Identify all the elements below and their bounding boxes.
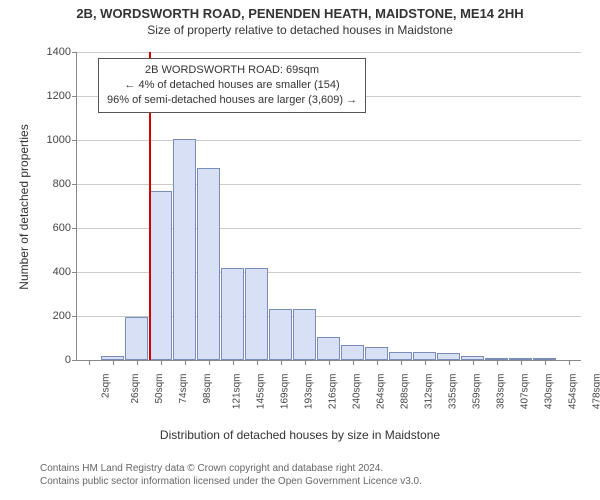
- page-title: 2B, WORDSWORTH ROAD, PENENDEN HEATH, MAI…: [0, 0, 600, 21]
- x-tick-label: 454sqm: [568, 374, 579, 410]
- x-tick: [353, 360, 354, 365]
- x-tick: [281, 360, 282, 365]
- histogram-bar: [245, 268, 268, 360]
- histogram-bar: [173, 139, 196, 360]
- x-axis-title: Distribution of detached houses by size …: [0, 428, 600, 442]
- x-tick: [497, 360, 498, 365]
- y-tick-label: 0: [65, 354, 77, 366]
- histogram-bar: [149, 191, 172, 360]
- chart-container: 2B, WORDSWORTH ROAD, PENENDEN HEATH, MAI…: [0, 0, 600, 500]
- y-tick-label: 1400: [47, 46, 77, 58]
- x-tick-label: 430sqm: [544, 374, 555, 410]
- x-tick-label: 50sqm: [154, 374, 165, 404]
- y-tick-label: 1000: [47, 134, 77, 146]
- x-tick-label: 169sqm: [280, 374, 291, 410]
- histogram-bar: [197, 168, 220, 361]
- x-tick-label: 121sqm: [232, 374, 243, 410]
- histogram-bar: [341, 345, 364, 360]
- x-tick: [329, 360, 330, 365]
- gridline: [77, 184, 581, 185]
- histogram-bar: [413, 352, 436, 360]
- x-tick-label: 26sqm: [130, 374, 141, 404]
- x-tick: [137, 360, 138, 365]
- x-tick: [377, 360, 378, 365]
- y-tick-label: 200: [53, 310, 77, 322]
- x-tick-label: 2sqm: [100, 374, 111, 398]
- x-tick-label: 478sqm: [592, 374, 600, 410]
- x-tick-label: 264sqm: [376, 374, 387, 410]
- x-tick-label: 383sqm: [496, 374, 507, 410]
- x-tick: [569, 360, 570, 365]
- histogram-bar: [389, 352, 412, 360]
- x-tick-label: 240sqm: [352, 374, 363, 410]
- x-tick-label: 359sqm: [472, 374, 483, 410]
- x-tick: [161, 360, 162, 365]
- x-tick-label: 288sqm: [400, 374, 411, 410]
- y-tick-label: 1200: [47, 90, 77, 102]
- footer-line-1: Contains HM Land Registry data © Crown c…: [40, 462, 422, 475]
- x-tick-label: 335sqm: [448, 374, 459, 410]
- x-tick: [233, 360, 234, 365]
- x-tick: [425, 360, 426, 365]
- x-tick-label: 145sqm: [256, 374, 267, 410]
- histogram-bar: [437, 353, 460, 360]
- gridline: [77, 140, 581, 141]
- x-tick: [113, 360, 114, 365]
- histogram-bar: [125, 317, 148, 360]
- histogram-bar: [221, 268, 244, 360]
- y-axis-title: Number of detached properties: [17, 107, 31, 307]
- annotation-line-3: 96% of semi-detached houses are larger (…: [107, 93, 357, 108]
- y-tick-label: 600: [53, 222, 77, 234]
- y-tick-label: 400: [53, 266, 77, 278]
- histogram-bar: [293, 309, 316, 360]
- chart-subtitle: Size of property relative to detached ho…: [0, 21, 600, 37]
- x-tick: [185, 360, 186, 365]
- y-tick-label: 800: [53, 178, 77, 190]
- x-tick: [401, 360, 402, 365]
- x-tick-label: 193sqm: [304, 374, 315, 410]
- x-tick-label: 312sqm: [424, 374, 435, 410]
- x-tick-label: 216sqm: [328, 374, 339, 410]
- annotation-line-2: ← 4% of detached houses are smaller (154…: [107, 78, 357, 93]
- x-tick-label: 74sqm: [178, 374, 189, 404]
- annotation-box: 2B WORDSWORTH ROAD: 69sqm ← 4% of detach…: [98, 58, 366, 113]
- x-tick-label: 98sqm: [202, 374, 213, 404]
- footer-line-2: Contains public sector information licen…: [40, 475, 422, 488]
- footer-credits: Contains HM Land Registry data © Crown c…: [40, 462, 422, 488]
- x-tick: [545, 360, 546, 365]
- histogram-bar: [365, 347, 388, 360]
- x-tick: [449, 360, 450, 365]
- x-tick: [521, 360, 522, 365]
- x-tick: [473, 360, 474, 365]
- x-tick: [89, 360, 90, 365]
- x-tick: [257, 360, 258, 365]
- annotation-line-1: 2B WORDSWORTH ROAD: 69sqm: [107, 63, 357, 78]
- histogram-bar: [317, 337, 340, 360]
- x-tick-label: 407sqm: [520, 374, 531, 410]
- x-tick: [305, 360, 306, 365]
- x-tick: [209, 360, 210, 365]
- gridline: [77, 52, 581, 53]
- histogram-bar: [269, 309, 292, 360]
